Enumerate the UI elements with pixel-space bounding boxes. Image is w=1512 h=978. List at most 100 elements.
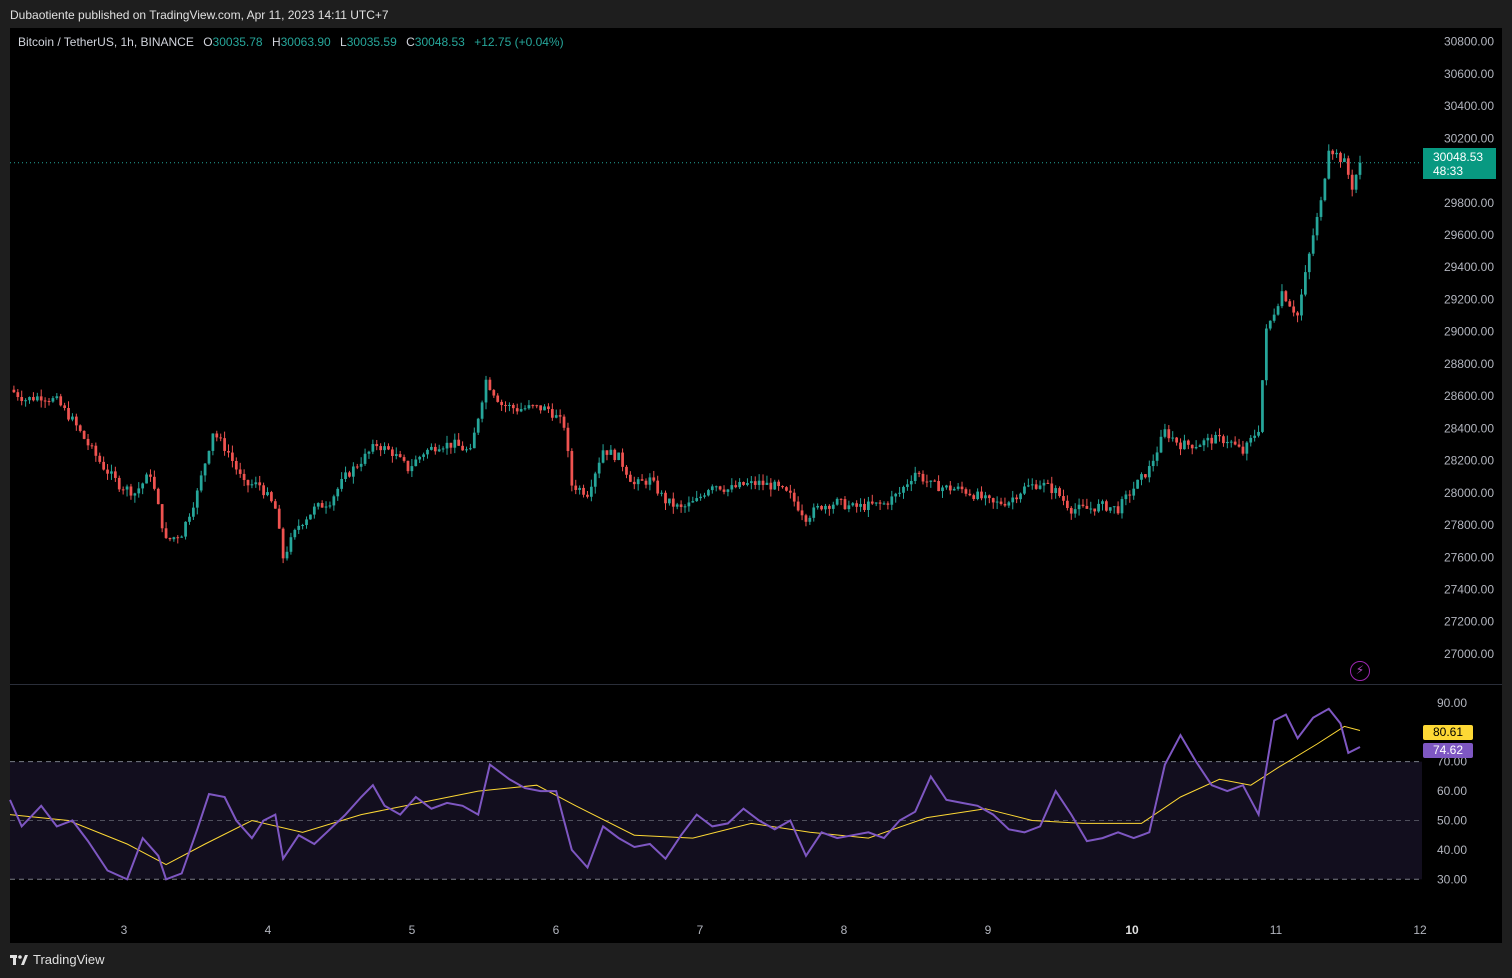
candle-body [254,482,258,485]
candle-body [718,486,722,490]
candle-body [601,450,605,463]
candle-body [1350,174,1354,190]
candle-body [12,389,16,393]
rsi-tick-label: 90.00 [1437,696,1467,710]
candle-body [289,537,293,552]
rsi-axis[interactable]: 90.00 70.00 60.00 50.00 40.00 30.00 [1437,696,1467,886]
candle-body [320,503,324,508]
candle-body [738,482,741,488]
candle-body [1124,494,1128,500]
candle-body [999,501,1003,504]
candle-body [839,498,843,500]
price-tick-label: 28200.00 [1444,454,1494,468]
candle-body [55,396,59,399]
time-tick-label: 12 [1413,923,1427,937]
candle-body [106,469,109,474]
candle-body [1163,429,1167,437]
candle-body [24,400,27,402]
price-tick-label: 27800.00 [1444,518,1494,532]
candle-body [394,454,398,457]
candle-body [625,466,628,475]
candle-body [480,402,484,419]
candle-body [1253,435,1257,438]
candle-body [359,463,363,467]
candle-body [1257,431,1260,436]
candle-body [219,437,223,439]
candle-body [632,481,636,485]
candle-body [406,460,410,472]
candle-body [1315,216,1319,236]
candle-body [746,483,749,485]
candle-body [511,404,515,409]
candle-body [1066,500,1069,508]
candle-body [913,472,917,481]
candle-body [469,448,472,450]
price-tick-label: 29000.00 [1444,325,1494,339]
last-price-value: 30048.53 [1433,150,1484,164]
candle-body [773,481,777,490]
candle-body [1054,488,1058,494]
candle-body [765,482,769,485]
candle-body [1335,152,1338,155]
legend-high-label: H [271,35,281,49]
candle-body [909,480,913,485]
candle-body [332,496,336,506]
candle-body [156,488,160,505]
candle-body [371,444,375,452]
candle-body [535,405,539,407]
candle-body [1343,158,1346,163]
candle-body [508,404,511,406]
candle-body [578,487,582,490]
candle-body [890,496,894,505]
candle-body [562,416,566,428]
candle-body [1140,474,1143,480]
candle-body [558,415,562,417]
candle-body [882,503,886,505]
time-axis[interactable]: 3 4 5 6 7 8 9 10 11 12 [121,923,1427,937]
candle-body [180,536,184,538]
tradingview-brand[interactable]: TradingView [10,952,105,967]
candle-body [164,528,168,538]
candle-body [78,425,82,431]
candle-body [550,409,554,418]
candle-body [1089,508,1093,510]
candle-body [351,466,355,477]
candle-body [188,516,191,522]
candle-body [453,439,457,448]
candle-body [231,452,234,461]
candle-body [28,397,31,401]
candle-body [831,504,835,509]
candle-body [707,490,710,496]
candle-body [1097,503,1100,512]
candle-body [1190,444,1194,449]
candle-body [925,481,929,483]
candle-body [742,482,745,485]
candle-body [1218,434,1221,437]
candle-body [441,448,445,450]
candle-body [250,484,254,486]
candle-body [113,471,117,478]
candle-body [246,480,250,486]
candle-body [906,484,909,487]
candle-body [987,495,991,499]
publish-header: Dubaotiente published on TradingView.com… [0,0,1512,28]
candle-body [1311,235,1315,254]
lightning-icon[interactable]: ⚡ [1350,661,1370,681]
candle-body [605,450,609,455]
candle-body [898,492,901,494]
candle-body [203,463,207,476]
price-axis[interactable]: 30800.00 30600.00 30400.00 30200.00 29800.00… [1444,35,1494,661]
candle-body [722,489,726,492]
candle-body [1261,380,1264,432]
candle-body [67,408,70,420]
candle-body [586,494,589,497]
candle-body [886,503,890,505]
tradingview-logo-icon [10,954,28,965]
time-tick-label: 4 [265,923,272,937]
price-tick-label: 28800.00 [1444,357,1494,371]
candle-body [1245,442,1249,454]
candle-body [937,480,940,492]
candle-body [1144,474,1147,478]
candle-body [695,498,699,502]
